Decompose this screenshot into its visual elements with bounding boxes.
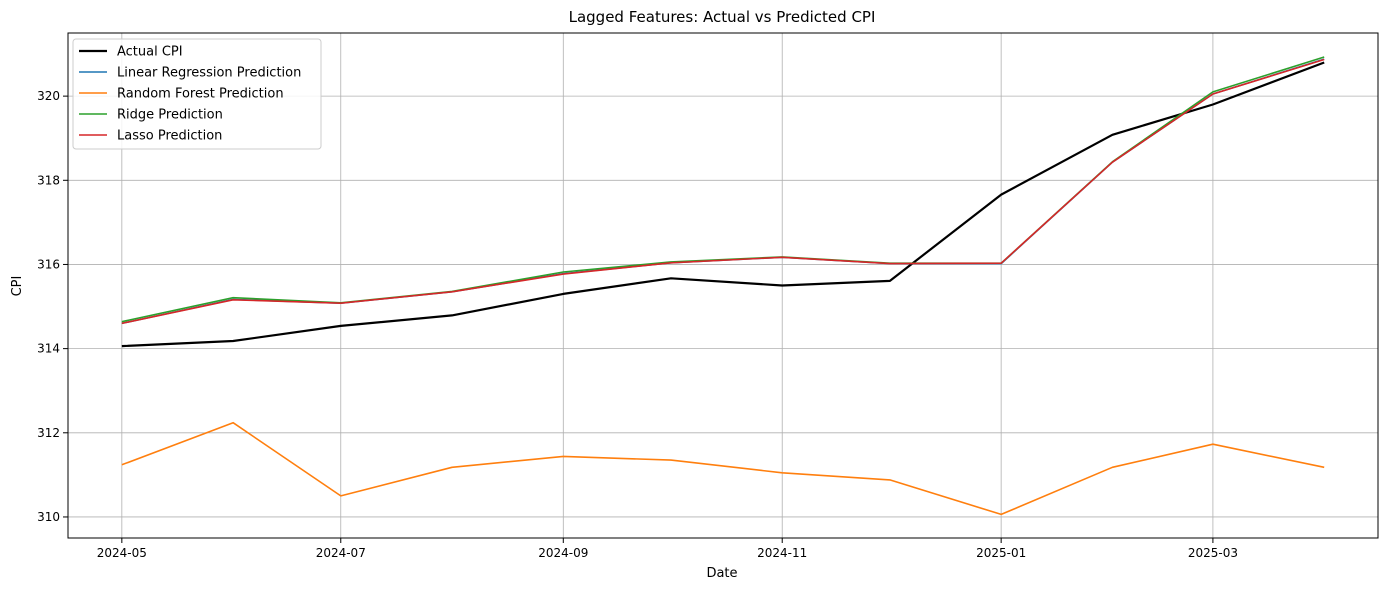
y-axis-ticks: 310 312 314 316 318 320: [37, 89, 68, 524]
y-axis-label: CPI: [10, 276, 25, 297]
series-line-lasso-prediction: [121, 58, 1325, 325]
y-tick-label: 316: [37, 257, 60, 271]
x-tick-label: 2025-01: [976, 546, 1026, 560]
x-tick-label: 2025-03: [1188, 546, 1238, 560]
legend-label: Ridge Prediction: [117, 108, 223, 123]
legend: Actual CPI Linear Regression Prediction Ra…: [72, 38, 322, 150]
x-tick-label: 2024-09: [538, 546, 588, 560]
legend-label: Lasso Prediction: [117, 129, 222, 144]
y-tick-label: 310: [37, 510, 60, 524]
x-axis-ticks: 2024-05 2024-07 2024-09 2024-11 2025-01 2025-…: [97, 538, 1238, 560]
series-line-random-forest-prediction: [121, 421, 1325, 516]
y-tick-label: 320: [37, 89, 60, 103]
x-tick-label: 2024-07: [316, 546, 366, 560]
legend-label: Linear Regression Prediction: [117, 66, 301, 81]
legend-label: Actual CPI: [117, 45, 183, 60]
plot-frame: [67, 32, 1379, 539]
x-tick-label: 2024-05: [97, 546, 147, 560]
legend-label: Random Forest Prediction: [117, 87, 284, 102]
x-axis-label: Date: [706, 566, 737, 581]
y-tick-label: 318: [37, 173, 60, 187]
series-line-actual-cpi: [121, 61, 1325, 348]
y-tick-label: 312: [37, 426, 60, 440]
series-lines: [121, 56, 1325, 516]
x-tick-label: 2024-11: [757, 546, 807, 560]
chart-title: Lagged Features: Actual vs Predicted CPI: [569, 8, 876, 26]
legend-box: [72, 38, 322, 150]
y-tick-label: 314: [37, 342, 60, 356]
